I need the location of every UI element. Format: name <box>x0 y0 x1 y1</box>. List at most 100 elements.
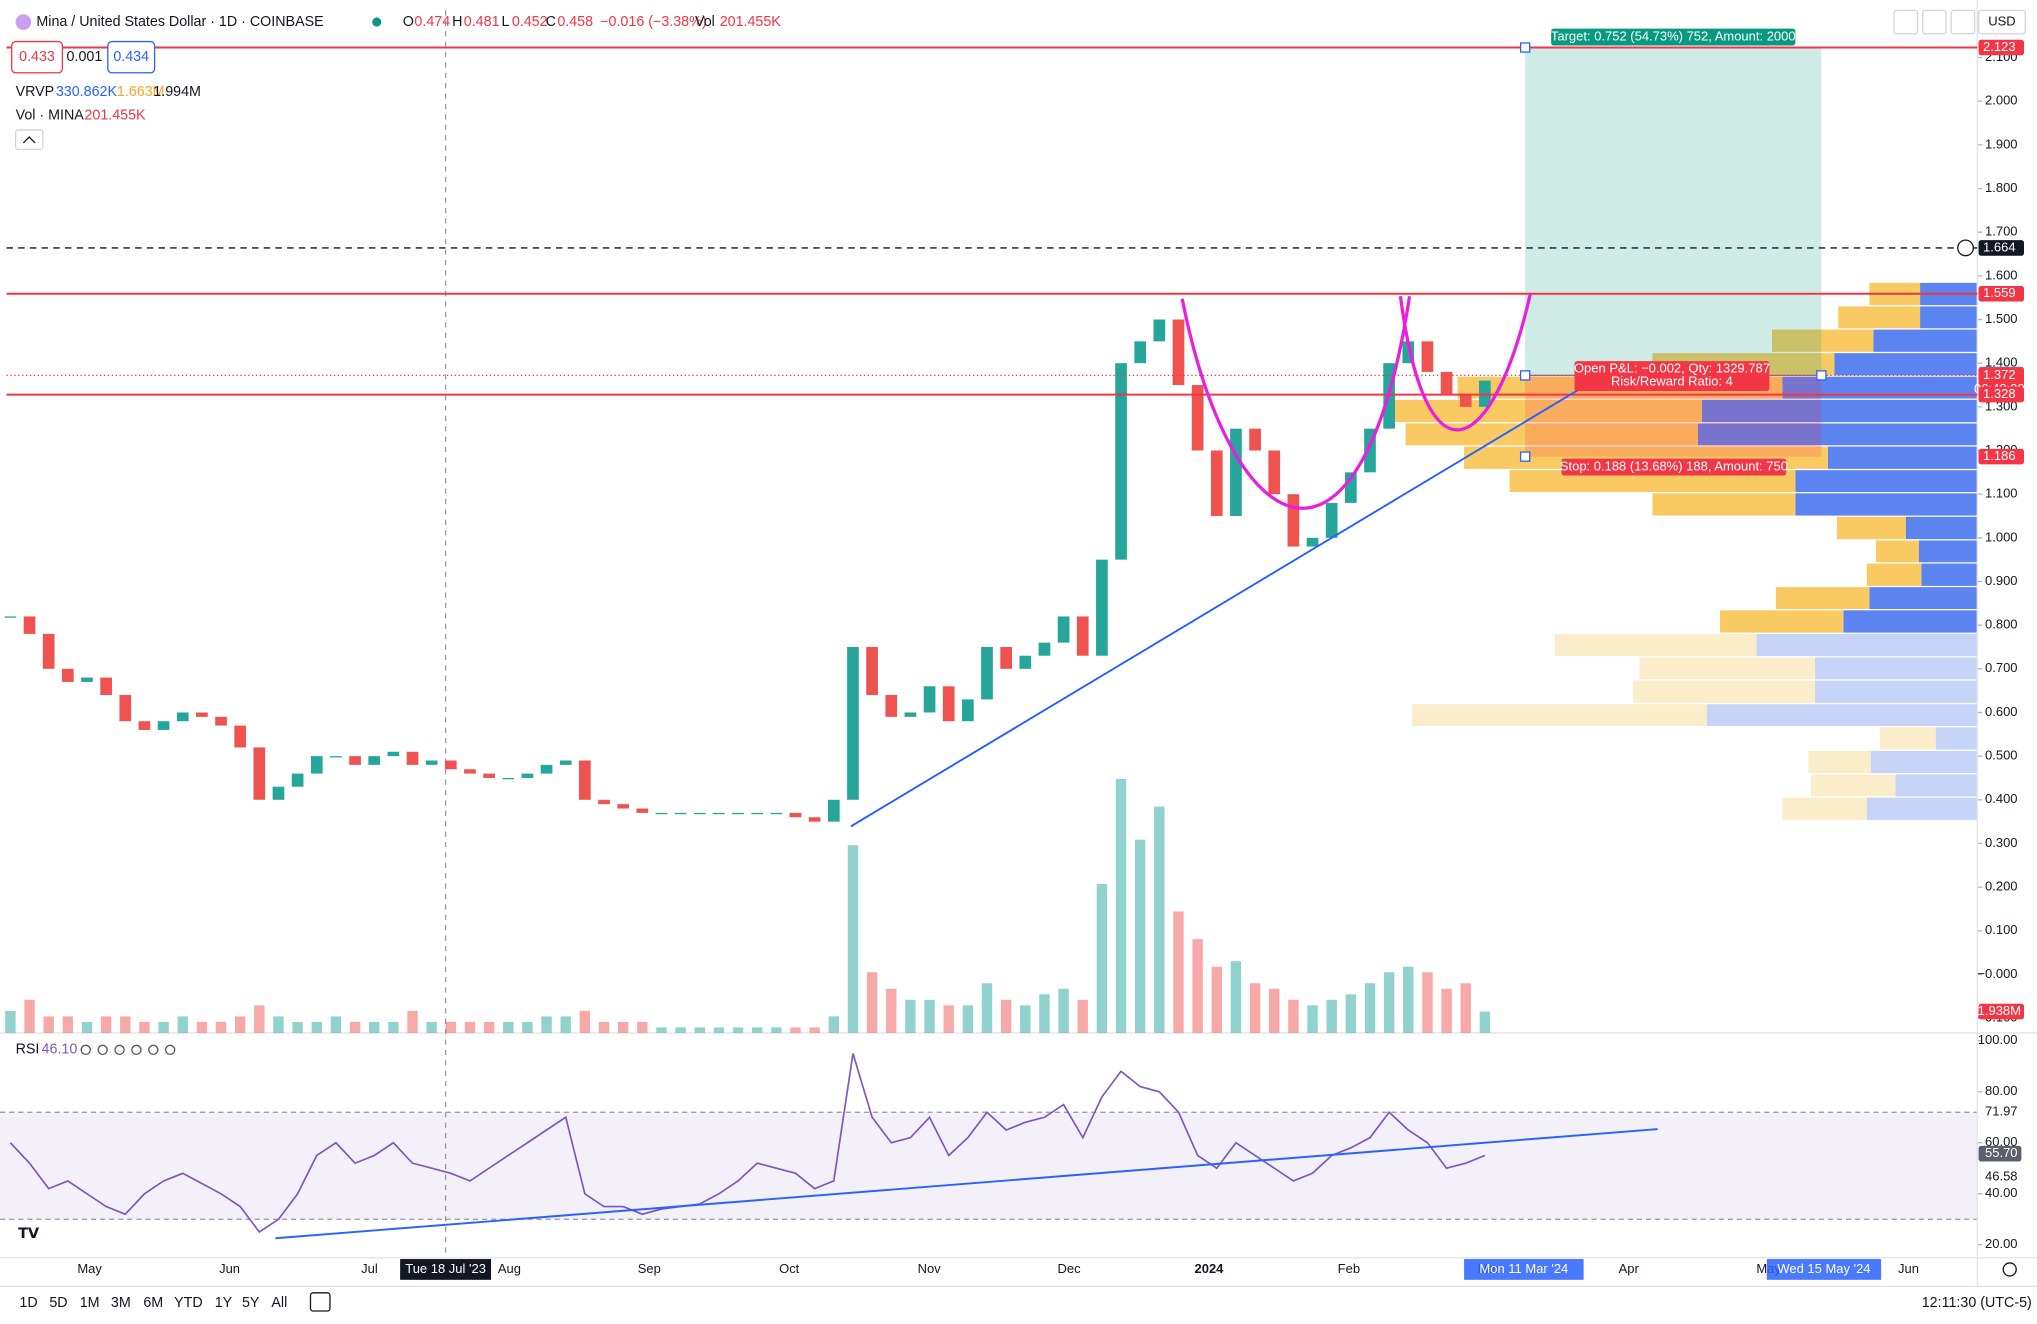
currency[interactable]: USD <box>1988 14 2015 29</box>
price-tick-label: 1.500 <box>1985 311 2017 326</box>
profile-up <box>1834 353 1978 376</box>
buy-button[interactable] <box>107 40 156 74</box>
profile-up <box>1873 329 1978 352</box>
symbol-title[interactable]: Mina / United States Dollar · 1D · COINB… <box>36 14 323 30</box>
ohlc-key: C <box>546 14 556 30</box>
price-label-box <box>1978 386 2025 403</box>
profile-down <box>1555 633 1757 657</box>
profile-up <box>1920 306 1978 329</box>
volume-bar <box>177 1016 188 1033</box>
settings-icon[interactable] <box>2002 1262 2017 1277</box>
candle <box>444 760 457 770</box>
volume-bar <box>1288 999 1299 1033</box>
timeframe-button[interactable]: 1M <box>80 1295 100 1311</box>
add-alert[interactable] <box>1957 239 1974 257</box>
candle <box>1287 494 1300 547</box>
volume-bar <box>675 1027 686 1033</box>
rsi-value-label: 71.97 <box>1985 1104 2017 1119</box>
buy-price[interactable]: 0.434 <box>113 49 149 65</box>
candle <box>483 773 495 778</box>
timeframe-button[interactable]: 6M <box>143 1295 163 1311</box>
timeframe-button[interactable]: 5Y <box>242 1295 260 1311</box>
candle <box>1057 616 1070 643</box>
candle <box>732 812 744 815</box>
volume-bar <box>426 1021 437 1033</box>
timeframe-button[interactable]: 1Y <box>215 1295 233 1311</box>
tool-button[interactable] <box>1950 9 1976 35</box>
candle <box>1325 502 1338 538</box>
rsi-line <box>9 1053 1486 1234</box>
position-handle[interactable] <box>1519 451 1531 462</box>
price-tick-label: 0.200 <box>1985 879 2017 894</box>
volume-bar <box>1154 806 1165 1033</box>
indicator-name[interactable]: Vol · MINA <box>16 107 85 123</box>
sell-button[interactable] <box>11 40 64 74</box>
candle <box>847 646 859 800</box>
volume-bar <box>598 1021 610 1033</box>
timeframe-button[interactable]: 3M <box>111 1295 131 1311</box>
volume-bar <box>809 1027 820 1033</box>
ohlc-value: 0.474 <box>414 14 450 30</box>
volume-bar <box>1364 983 1376 1033</box>
handle-arc <box>1398 293 1532 432</box>
change: −0.016 (−3.38%) <box>600 14 706 30</box>
profile-up <box>1843 610 1978 633</box>
position-handle[interactable] <box>1519 370 1531 381</box>
candle <box>1038 642 1051 656</box>
candle <box>406 751 419 765</box>
profile-up <box>1905 516 1978 540</box>
cup-arc <box>1180 296 1412 510</box>
candle <box>138 721 151 730</box>
market-status <box>372 17 382 27</box>
ohlc-value: 0.481 <box>464 14 500 30</box>
volume-bar <box>445 1021 457 1033</box>
indicator-value: 46.10 <box>42 1042 78 1058</box>
position-handle[interactable] <box>1519 42 1531 53</box>
indicator-name[interactable]: VRVP <box>16 84 55 100</box>
collapse-button[interactable] <box>14 129 44 151</box>
volume-bar <box>962 1005 974 1033</box>
logo: 𝗧𝗩 <box>18 1226 39 1242</box>
price-label: 1.186 <box>1983 448 2015 463</box>
volume-bar <box>1211 966 1222 1033</box>
indicator-name[interactable]: RSI <box>16 1042 40 1058</box>
volume-bar <box>1020 1005 1031 1033</box>
ohlc-key: L <box>501 14 509 30</box>
candle <box>962 699 974 722</box>
main-layer <box>4 46 1978 1234</box>
price-label: 1.372 <box>1983 367 2015 382</box>
profile-up <box>1918 540 1978 563</box>
volume-bar <box>886 988 897 1033</box>
rsi-band <box>0 1112 1978 1220</box>
trendline <box>850 388 1579 828</box>
candle <box>1019 655 1032 669</box>
candle <box>176 712 189 722</box>
position-handle[interactable] <box>1816 370 1827 381</box>
timeframe-button[interactable]: YTD <box>174 1295 203 1311</box>
price-tick-label: 1.900 <box>1985 136 2017 151</box>
candle <box>713 812 725 815</box>
volume-bar <box>62 1016 74 1033</box>
rsi-tick-label: 80.00 <box>1985 1083 2017 1098</box>
date-range-icon[interactable] <box>309 1292 331 1312</box>
currency-button[interactable] <box>1977 9 2026 35</box>
tool-button[interactable] <box>1922 9 1947 35</box>
volume-bar <box>1249 983 1261 1033</box>
sell-price[interactable]: 0.433 <box>19 49 55 65</box>
volume-bar <box>1345 994 1357 1033</box>
candle <box>215 716 227 726</box>
time-label: May <box>77 1261 102 1276</box>
volume-bar <box>713 1027 725 1033</box>
profile-up <box>1795 470 1978 492</box>
price-label: 1.328 <box>1983 386 2015 401</box>
volume-bar <box>120 1016 131 1033</box>
volume-bar <box>254 1005 265 1033</box>
position-label: Target: 0.752 (54.73%) 752, Amount: 2000 <box>1551 29 1796 44</box>
timeframe-button[interactable]: All <box>271 1295 287 1311</box>
volume-bar <box>273 1016 284 1033</box>
timeframe-button[interactable]: 5D <box>49 1295 67 1311</box>
timeframe-button[interactable]: 1D <box>19 1295 37 1311</box>
rsi-tick-label: 40.00 <box>1985 1185 2017 1200</box>
tool-button[interactable] <box>1893 9 1919 35</box>
